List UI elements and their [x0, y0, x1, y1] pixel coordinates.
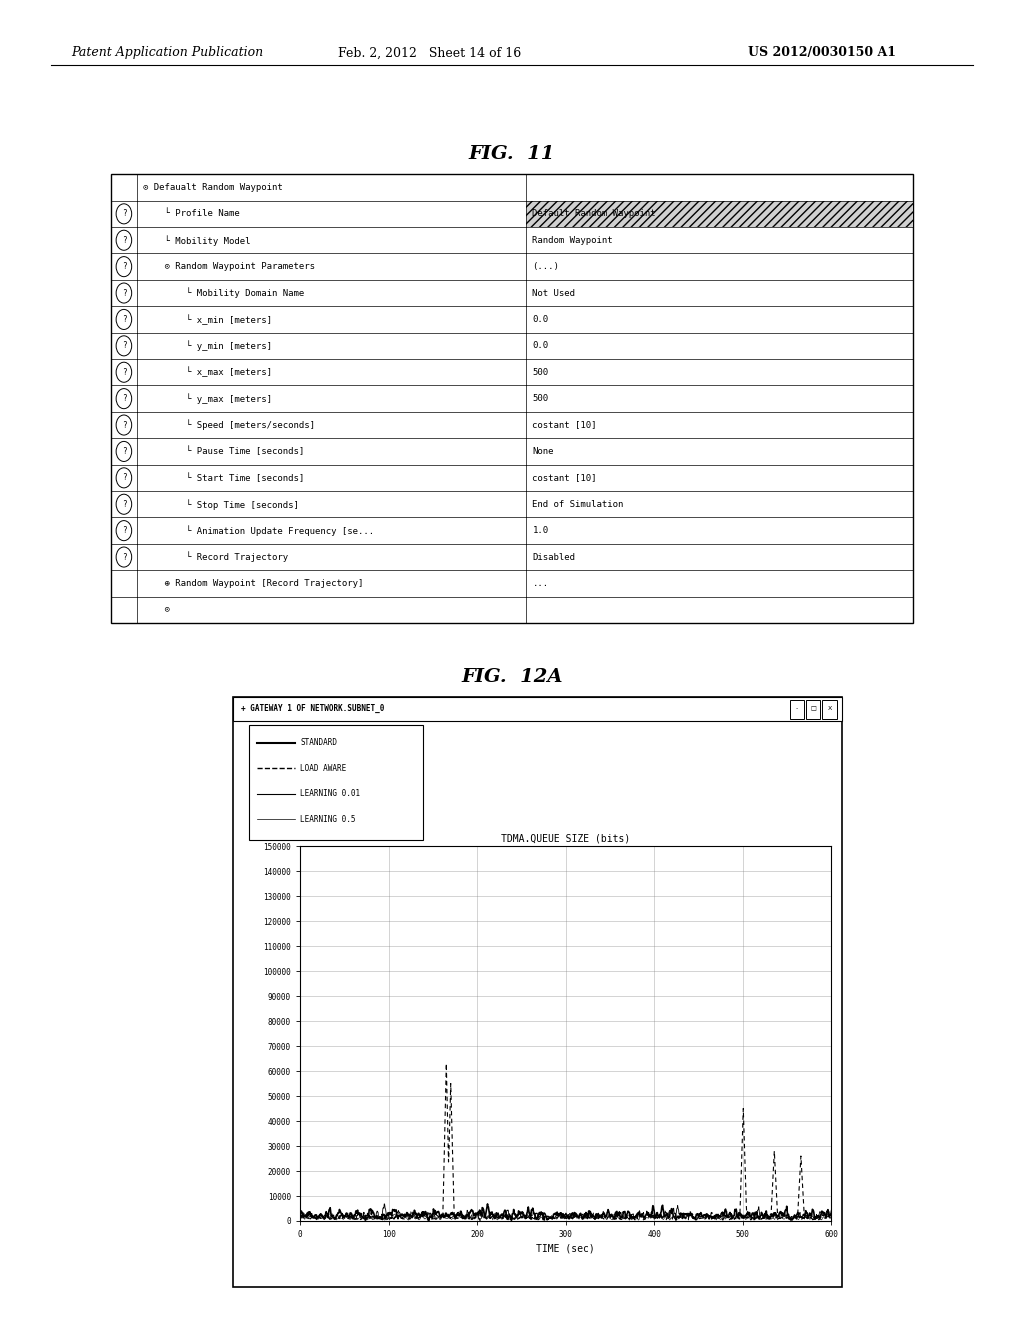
Text: ?: ?: [122, 236, 126, 244]
Text: US 2012/0030150 A1: US 2012/0030150 A1: [748, 46, 896, 59]
Text: 0.0: 0.0: [532, 342, 549, 350]
Bar: [233, 697, 842, 721]
Text: 500: 500: [532, 395, 549, 403]
Text: Default Random Waypoint: Default Random Waypoint: [532, 210, 656, 218]
Text: FIG.  11: FIG. 11: [469, 145, 555, 164]
Text: └ Speed [meters/seconds]: └ Speed [meters/seconds]: [143, 420, 315, 430]
Bar: [526, 201, 913, 227]
Text: 1.0: 1.0: [532, 527, 549, 535]
Text: └ y_max [meters]: └ y_max [meters]: [143, 393, 272, 404]
Bar: [822, 700, 837, 719]
Text: FIG.  12A: FIG. 12A: [461, 668, 563, 686]
Title: TDMA.QUEUE SIZE (bits): TDMA.QUEUE SIZE (bits): [501, 834, 631, 843]
Bar: [233, 697, 842, 1287]
Text: Disabled: Disabled: [532, 553, 575, 561]
X-axis label: TIME (sec): TIME (sec): [537, 1243, 595, 1253]
Text: costant [10]: costant [10]: [532, 474, 597, 482]
Text: └ Profile Name: └ Profile Name: [143, 210, 240, 218]
Text: └ Record Trajectory: └ Record Trajectory: [143, 552, 289, 562]
Text: └ Animation Update Frequency [se...: └ Animation Update Frequency [se...: [143, 525, 375, 536]
Text: Random Waypoint: Random Waypoint: [532, 236, 613, 244]
Text: ⊙ Random Waypoint Parameters: ⊙ Random Waypoint Parameters: [143, 263, 315, 271]
Text: └ Mobility Model: └ Mobility Model: [143, 235, 251, 246]
Text: ?: ?: [122, 447, 126, 455]
Text: Patent Application Publication: Patent Application Publication: [72, 46, 264, 59]
Text: LEARNING 0.5: LEARNING 0.5: [300, 814, 355, 824]
Text: ?: ?: [122, 368, 126, 376]
Text: LEARNING 0.01: LEARNING 0.01: [300, 789, 360, 799]
Text: ?: ?: [122, 210, 126, 218]
Text: LOAD AWARE: LOAD AWARE: [300, 763, 346, 772]
Text: ...: ...: [532, 579, 549, 587]
Text: ?: ?: [122, 263, 126, 271]
Bar: [111, 174, 913, 623]
Text: └ Stop Time [seconds]: └ Stop Time [seconds]: [143, 499, 299, 510]
Text: ?: ?: [122, 553, 126, 561]
Text: STANDARD: STANDARD: [300, 738, 337, 747]
Text: + GATEWAY 1 OF NETWORK.SUBNET_0: + GATEWAY 1 OF NETWORK.SUBNET_0: [241, 705, 384, 713]
Text: └ y_min [meters]: └ y_min [meters]: [143, 341, 272, 351]
Text: Not Used: Not Used: [532, 289, 575, 297]
Text: ?: ?: [122, 421, 126, 429]
Text: ⊙: ⊙: [143, 606, 170, 614]
Text: costant [10]: costant [10]: [532, 421, 597, 429]
Text: └ Pause Time [seconds]: └ Pause Time [seconds]: [143, 446, 304, 457]
Bar: [790, 700, 804, 719]
Text: None: None: [532, 447, 554, 455]
Text: (...): (...): [532, 263, 559, 271]
Text: └ x_min [meters]: └ x_min [meters]: [143, 314, 272, 325]
Text: ?: ?: [122, 289, 126, 297]
Text: X: X: [827, 706, 831, 711]
Text: Feb. 2, 2012   Sheet 14 of 16: Feb. 2, 2012 Sheet 14 of 16: [339, 46, 521, 59]
Text: ?: ?: [122, 315, 126, 323]
Text: ?: ?: [122, 342, 126, 350]
Text: ⊙ Defaualt Random Waypoint: ⊙ Defaualt Random Waypoint: [143, 183, 283, 191]
Bar: [249, 725, 423, 840]
Text: └ Start Time [seconds]: └ Start Time [seconds]: [143, 473, 304, 483]
Text: □: □: [810, 706, 816, 711]
Text: ?: ?: [122, 500, 126, 508]
Text: └ Mobility Domain Name: └ Mobility Domain Name: [143, 288, 304, 298]
Text: └ x_max [meters]: └ x_max [meters]: [143, 367, 272, 378]
Text: 0.0: 0.0: [532, 315, 549, 323]
Text: ?: ?: [122, 527, 126, 535]
Text: ?: ?: [122, 395, 126, 403]
Text: -: -: [796, 706, 798, 711]
Text: ⊕ Random Waypoint [Record Trajectory]: ⊕ Random Waypoint [Record Trajectory]: [143, 579, 364, 587]
Text: ?: ?: [122, 474, 126, 482]
Bar: [806, 700, 820, 719]
Text: 500: 500: [532, 368, 549, 376]
Text: End of Simulation: End of Simulation: [532, 500, 624, 508]
